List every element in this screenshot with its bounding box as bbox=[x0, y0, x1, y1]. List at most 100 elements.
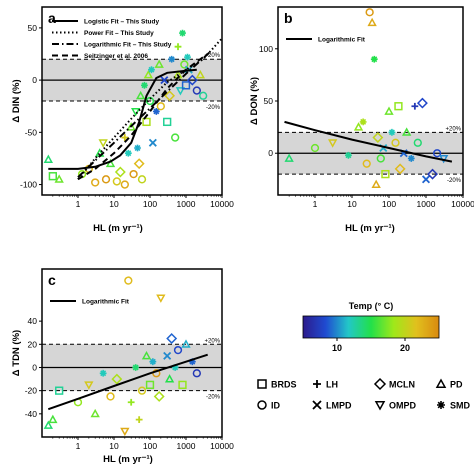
data-point bbox=[153, 390, 165, 402]
data-point bbox=[112, 177, 122, 186]
x-tick-label: 100 bbox=[143, 441, 157, 451]
x-axis-label: HL (m yr⁻¹) bbox=[93, 223, 143, 234]
data-point bbox=[84, 381, 94, 390]
y-tick-label: 50 bbox=[264, 96, 274, 106]
data-point bbox=[171, 133, 180, 142]
data-point bbox=[126, 122, 136, 131]
data-point bbox=[365, 8, 374, 17]
data-point bbox=[184, 53, 191, 61]
data-point bbox=[130, 107, 141, 117]
data-point bbox=[160, 76, 169, 85]
data-point bbox=[192, 369, 201, 378]
data-point bbox=[181, 339, 191, 348]
data-point bbox=[142, 117, 151, 127]
x-axis-label: HL (m yr⁻¹) bbox=[345, 223, 395, 234]
data-point bbox=[413, 138, 422, 147]
x-tick-label: 1000 bbox=[177, 199, 196, 209]
data-point bbox=[353, 122, 364, 131]
y-tick-label: 40 bbox=[28, 316, 38, 326]
data-point bbox=[132, 364, 140, 371]
data-point bbox=[91, 178, 100, 187]
data-point bbox=[101, 175, 111, 184]
site-shape-legend: BRDS LH MCLN PD ID LMPD OMPD SMD bbox=[257, 377, 471, 411]
y-axis-label: Δ TDN (%) bbox=[11, 330, 22, 376]
x-tick-label: 1 bbox=[76, 199, 81, 209]
data-point bbox=[367, 17, 377, 27]
data-point bbox=[384, 106, 394, 115]
data-point bbox=[181, 81, 191, 90]
data-point bbox=[120, 427, 130, 437]
data-points bbox=[284, 8, 449, 189]
fit-lines bbox=[48, 37, 222, 181]
data-point bbox=[371, 179, 381, 189]
data-point bbox=[98, 139, 108, 148]
data-point bbox=[179, 29, 186, 37]
fit-lines bbox=[47, 353, 209, 411]
colorbar-bar bbox=[302, 315, 440, 339]
data-point bbox=[345, 151, 352, 159]
legend-marker-label: LH bbox=[326, 380, 338, 390]
data-point bbox=[137, 386, 147, 395]
data-point bbox=[163, 117, 172, 127]
data-point bbox=[164, 90, 176, 102]
data-point bbox=[178, 380, 187, 390]
data-point bbox=[407, 155, 415, 162]
colorbar-tick-label: 20 bbox=[400, 343, 410, 353]
data-point bbox=[394, 102, 403, 111]
data-point bbox=[141, 81, 148, 89]
data-point bbox=[114, 166, 126, 178]
data-point bbox=[370, 55, 378, 63]
legend-marker-smd bbox=[437, 401, 445, 409]
data-point bbox=[432, 149, 442, 158]
data-point bbox=[310, 143, 320, 153]
y-tick-label: -20 bbox=[25, 386, 38, 396]
y-tick-label: -50 bbox=[25, 127, 38, 137]
legend-marker-lmpd bbox=[312, 400, 322, 410]
data-point bbox=[362, 159, 371, 168]
data-point bbox=[99, 369, 107, 377]
data-point bbox=[48, 414, 58, 424]
data-point bbox=[394, 163, 406, 175]
fit-line-solid bbox=[47, 353, 209, 411]
x-tick-label: 1 bbox=[76, 441, 81, 451]
legend-marker-label: MCLN bbox=[389, 380, 415, 390]
fit-line-solid bbox=[284, 120, 453, 163]
data-point bbox=[199, 91, 208, 100]
y-tick-label: 0 bbox=[32, 362, 37, 372]
data-point bbox=[421, 175, 431, 184]
legend-marker-mcln bbox=[373, 377, 387, 391]
data-point bbox=[166, 333, 178, 344]
data-point bbox=[129, 169, 138, 179]
x-tick-label: 1 bbox=[313, 199, 318, 209]
data-point bbox=[163, 351, 172, 360]
data-point bbox=[149, 358, 157, 366]
panel-letter: a bbox=[48, 10, 56, 26]
legend-marker-label: SMD bbox=[450, 401, 471, 411]
y-tick-label: 20 bbox=[28, 339, 38, 349]
data-point bbox=[381, 169, 390, 179]
data-point bbox=[121, 134, 129, 141]
data-point bbox=[124, 276, 133, 285]
y-axis-label: Δ DIN (%) bbox=[11, 79, 22, 122]
band-label-upper: +20% bbox=[445, 126, 461, 132]
data-point bbox=[401, 127, 412, 136]
legend-label: Logarithmic Fit – This Study bbox=[84, 42, 172, 49]
data-point bbox=[148, 66, 155, 74]
data-point bbox=[327, 139, 338, 148]
legend-label: Logistic Fit – This Study bbox=[84, 19, 160, 26]
data-point bbox=[106, 392, 115, 401]
data-point bbox=[180, 60, 189, 69]
data-point bbox=[105, 158, 116, 168]
band-label-lower: -20% bbox=[206, 395, 221, 401]
y-tick-label: 100 bbox=[259, 44, 273, 54]
legend-label: Seitzinger et al. 2006 bbox=[84, 53, 148, 60]
fit-line-dotted bbox=[77, 37, 222, 180]
y-tick-label: -40 bbox=[25, 409, 38, 419]
x-axis-label: HL (m yr⁻¹) bbox=[103, 454, 153, 465]
data-point bbox=[175, 87, 186, 96]
legend-label: Logarithmic Fit bbox=[82, 299, 130, 306]
data-point bbox=[43, 154, 54, 163]
fit-line-solid bbox=[48, 68, 197, 170]
y-tick-label: -100 bbox=[20, 180, 37, 190]
